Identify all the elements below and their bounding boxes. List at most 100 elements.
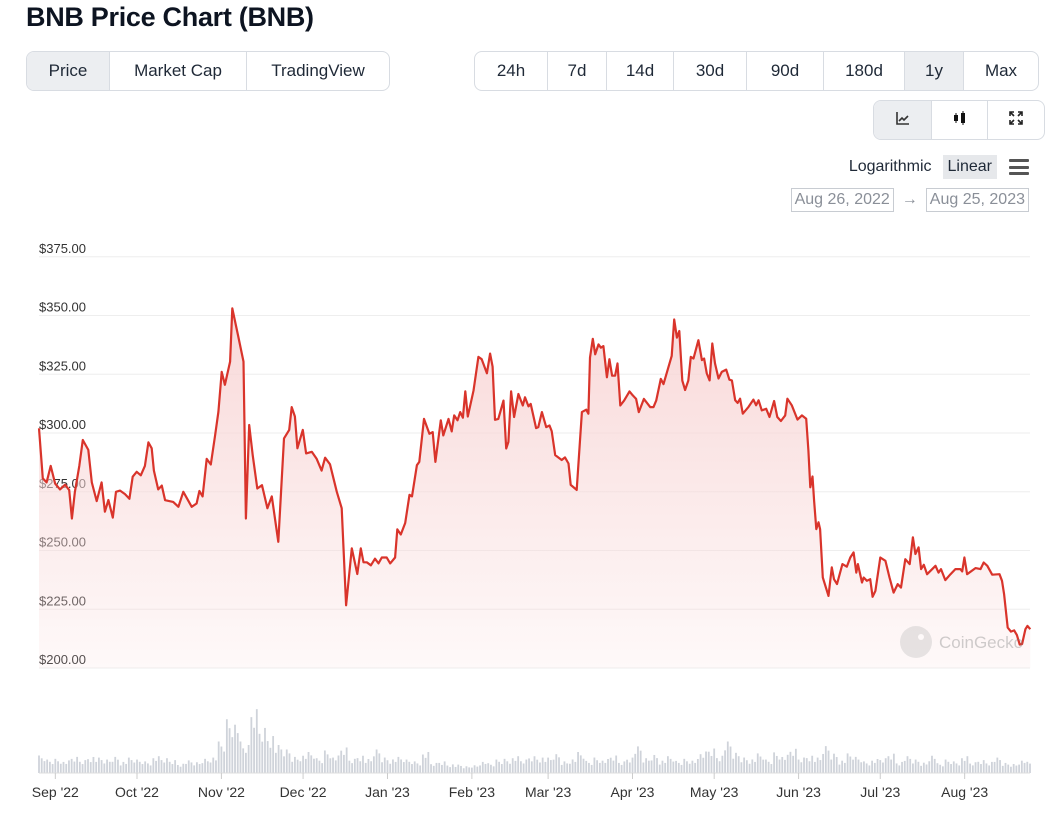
volume-bar [617,762,620,773]
volume-bar [593,757,596,773]
volume-bar [631,757,634,773]
volume-bar [974,762,977,773]
volume-bar [1012,763,1015,773]
volume-bar [699,754,702,773]
volume-bar [846,753,849,773]
volume-bar [680,764,683,773]
volume-bar [503,758,506,773]
volume-bar [84,760,87,773]
volume-bar [775,755,778,773]
volume-bar [114,756,117,773]
volume-bar [917,761,920,773]
volume-bar [48,761,51,773]
x-tick-label: Aug '23 [941,784,988,800]
volume-bar [903,760,906,773]
volume-bar [740,762,743,773]
volume-bar [623,761,626,773]
candlestick-button[interactable] [932,101,988,139]
volume-bar [705,751,707,773]
logarithmic-option[interactable]: Logarithmic [848,158,932,175]
volume-bar [54,758,57,773]
volume-bar [155,760,157,773]
line-chart-button[interactable] [874,101,932,139]
range-30d[interactable]: 30d [674,52,747,90]
volume-bar [963,760,966,773]
volume-bar [988,765,991,773]
volume-bar [185,763,187,773]
volume-bar [174,760,177,773]
volume-bar [1001,765,1004,773]
date-to-input[interactable]: Aug 25, 2023 [925,188,1029,212]
volume-bar [509,763,511,773]
volume-bar [446,765,449,773]
volume-bar [435,762,438,773]
volume-bar [223,751,226,773]
volume-bar [563,761,566,773]
volume-bar [541,757,544,773]
volume-bar [969,763,972,773]
volume-bar [824,746,827,773]
y-tick-label: $300.00 [39,417,86,432]
price-line[interactable] [37,307,1032,646]
volume-bar [1018,764,1021,773]
x-tick-label: Sep '22 [32,784,79,800]
volume-bar [209,762,212,773]
coingecko-watermark: CoinGecko [900,626,1023,658]
volume-bar [408,761,411,773]
range-180d[interactable]: 180d [824,52,905,90]
volume-bar [656,758,658,773]
volume-bar [443,761,446,773]
volume-bar [117,759,119,773]
time-range-selector: 24h 7d 14d 30d 90d 180d 1y Max [474,51,1039,91]
tab-tradingview[interactable]: TradingView [271,61,365,80]
range-7d[interactable]: 7d [548,52,607,90]
volume-bar [694,762,697,773]
volume-bar [484,763,487,773]
volume-bar [1010,766,1012,773]
volume-bar [724,750,726,773]
range-1y[interactable]: 1y [905,52,964,90]
range-max[interactable]: Max [984,61,1018,80]
menu-icon[interactable] [1009,159,1029,175]
volume-bar [318,760,321,773]
range-90d[interactable]: 90d [747,52,824,90]
x-tick-label: Apr '23 [611,784,655,800]
volume-bar [1007,764,1010,773]
tab-market-cap[interactable]: Market Cap [110,52,247,90]
volume-bar [544,761,547,773]
range-24h[interactable]: 24h [475,52,548,90]
volume-bar [310,755,313,773]
volume-bar [258,733,261,773]
volume-bar [560,764,563,773]
volume-bar [887,756,890,773]
volume-bar [729,746,732,773]
volume-bar [528,758,530,773]
fullscreen-button[interactable] [988,101,1044,139]
volume-bar [873,762,876,773]
volume-bar [854,756,857,773]
volume-bar [653,754,656,773]
volume-bar [743,757,746,773]
volume-bar [95,761,98,773]
volume-bar [519,761,522,773]
volume-bar [294,756,296,773]
volume-bar [228,728,231,773]
volume-bar [952,761,955,773]
candlestick-icon [951,109,969,132]
volume-bar [68,760,70,773]
volume-bar [574,761,577,773]
volume-bar [386,760,389,773]
volume-bar [313,758,315,773]
tab-price[interactable]: Price [27,52,110,90]
volume-bar [92,756,95,773]
volume-bar [797,759,800,773]
date-from-input[interactable]: Aug 26, 2022 [790,188,894,212]
linear-option[interactable]: Linear [942,155,997,179]
range-14d[interactable]: 14d [607,52,674,90]
volume-bar [892,753,895,773]
volume-bar [176,765,179,773]
volume-bar [225,719,228,773]
volume-bar [890,759,893,773]
volume-bar [895,763,898,773]
